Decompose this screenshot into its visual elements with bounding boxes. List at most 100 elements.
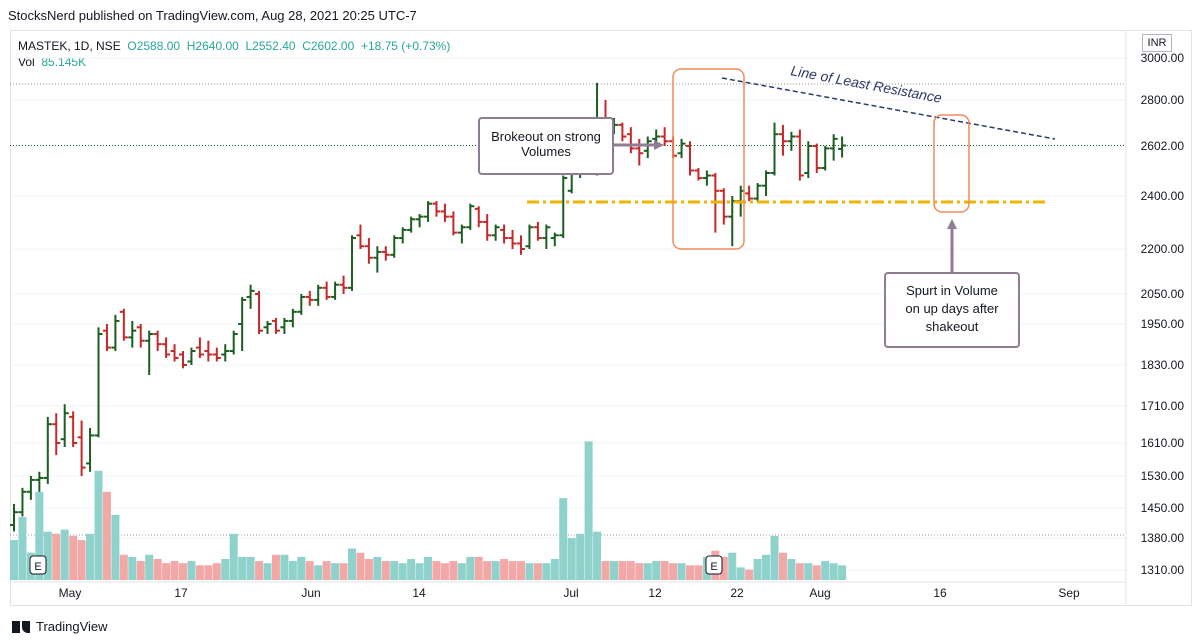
price-tick-label: 1610.00 [1141, 436, 1185, 450]
volume-bar [736, 567, 745, 580]
legend-low: L2552.40 [245, 39, 296, 53]
breakout-highlight-box [672, 68, 745, 250]
time-tick-label: 16 [933, 586, 947, 600]
volume-bar [762, 554, 771, 580]
volume-bar [804, 563, 813, 580]
volume-bar [255, 561, 264, 580]
volume-bar [373, 556, 382, 580]
volume-bar [432, 561, 441, 580]
volume-bar [660, 561, 669, 580]
price-tick-label: 1380.00 [1141, 531, 1185, 545]
volume-bar [60, 529, 69, 580]
volume-bar [398, 563, 407, 580]
volume-bar [119, 554, 128, 580]
time-tick-label: 22 [730, 586, 744, 600]
volume-bar [356, 552, 365, 580]
volume-bar [795, 563, 804, 580]
volume-bar [609, 561, 618, 580]
volume-bar [728, 552, 737, 580]
volume-bar [52, 533, 61, 580]
volume-bar [829, 563, 838, 580]
breakout-callout-text: Brokeout on strong Volumes [491, 129, 601, 159]
volume-bar [35, 491, 44, 580]
price-tick-label: 2200.00 [1141, 242, 1185, 256]
volume-bar [331, 563, 340, 580]
legend-high: H2640.00 [186, 39, 239, 53]
earnings-marker-label: E [34, 561, 41, 573]
volume-bar [238, 556, 247, 580]
earnings-marker-label: E [710, 561, 717, 573]
volume-bar [288, 561, 297, 580]
volume-bar [271, 554, 280, 580]
volume-bar [94, 470, 103, 580]
price-tick-label: 2400.00 [1141, 189, 1185, 203]
volume-bar [305, 561, 314, 580]
volume-bar [187, 561, 196, 580]
price-tick-label: 1710.00 [1141, 399, 1185, 413]
price-tick-label: 1450.00 [1141, 501, 1185, 515]
volume-bar [280, 554, 289, 580]
time-tick-label: Jun [301, 586, 320, 600]
earnings-marker-icon [29, 555, 47, 575]
spurt-callout-text: Spurt in Volume on up days after shakeou… [905, 283, 999, 334]
volume-bar [407, 559, 416, 580]
volume-bar [153, 559, 162, 580]
volume-bar [466, 556, 475, 580]
price-tick-label: 2800.00 [1141, 93, 1185, 107]
volume-bar [770, 535, 779, 580]
legend-symbol: MASTEK, 1D, NSE [18, 39, 121, 53]
spurt-arrow-head [947, 219, 957, 229]
volume-bar [686, 565, 694, 580]
price-tick-label: 2602.00 [1141, 139, 1185, 153]
price-tick-label: 3000.00 [1141, 51, 1185, 65]
volume-bar [821, 561, 830, 580]
time-tick-label: 12 [648, 586, 662, 600]
spurt-callout: Spurt in Volume on up days after shakeou… [884, 272, 1020, 348]
time-tick-label: Jul [563, 586, 578, 600]
volume-bar [18, 517, 27, 580]
volume-bar [348, 548, 356, 580]
volume-bar [838, 565, 847, 580]
volume-bar [669, 563, 678, 580]
volume-bar [643, 563, 652, 580]
volume-bar [381, 561, 390, 580]
volume-bar [322, 561, 331, 580]
volume-bar [491, 561, 500, 580]
volume-bar [508, 561, 517, 580]
volume-bar [390, 561, 399, 580]
volume-bar [212, 563, 221, 580]
volume-bar [43, 531, 52, 580]
volume-bar [601, 561, 610, 580]
earnings-marker-icon [705, 555, 723, 575]
volume-bar [652, 561, 661, 580]
volume-bar [10, 540, 18, 580]
volume-bar [457, 563, 466, 580]
time-tick-label: 17 [174, 586, 188, 600]
breakout-arrow-head [654, 140, 664, 150]
shakeout-highlight-box [933, 114, 970, 213]
legend-open: O2588.00 [127, 39, 181, 53]
price-tick-label: 2050.00 [1141, 287, 1185, 301]
volume-bar [136, 561, 145, 580]
published-caption: StocksNerd published on TradingView.com,… [8, 8, 417, 23]
currency-selector[interactable]: INR [1142, 34, 1172, 52]
volume-bar [229, 533, 238, 580]
volume-bar [314, 565, 323, 580]
volume-bar [567, 538, 576, 580]
legend-close: C2602.00 [302, 39, 355, 53]
volume-bar [170, 561, 179, 580]
volume-bar [626, 561, 635, 580]
time-tick-label: Sep [1058, 586, 1080, 600]
footer: TradingView [12, 619, 108, 634]
volume-bar [440, 563, 449, 580]
volume-bar [179, 563, 187, 580]
volume-bar [618, 561, 627, 580]
legend-ohlc-row: MASTEK, 1D, NSE O2588.00 H2640.00 L2552.… [18, 38, 450, 54]
volume-bar [719, 556, 728, 580]
volume-bar [787, 559, 796, 580]
price-tick-label: 1310.00 [1141, 563, 1185, 577]
volume-bar [533, 563, 542, 580]
footer-brand: TradingView [36, 619, 108, 634]
volume-bar [677, 563, 686, 580]
